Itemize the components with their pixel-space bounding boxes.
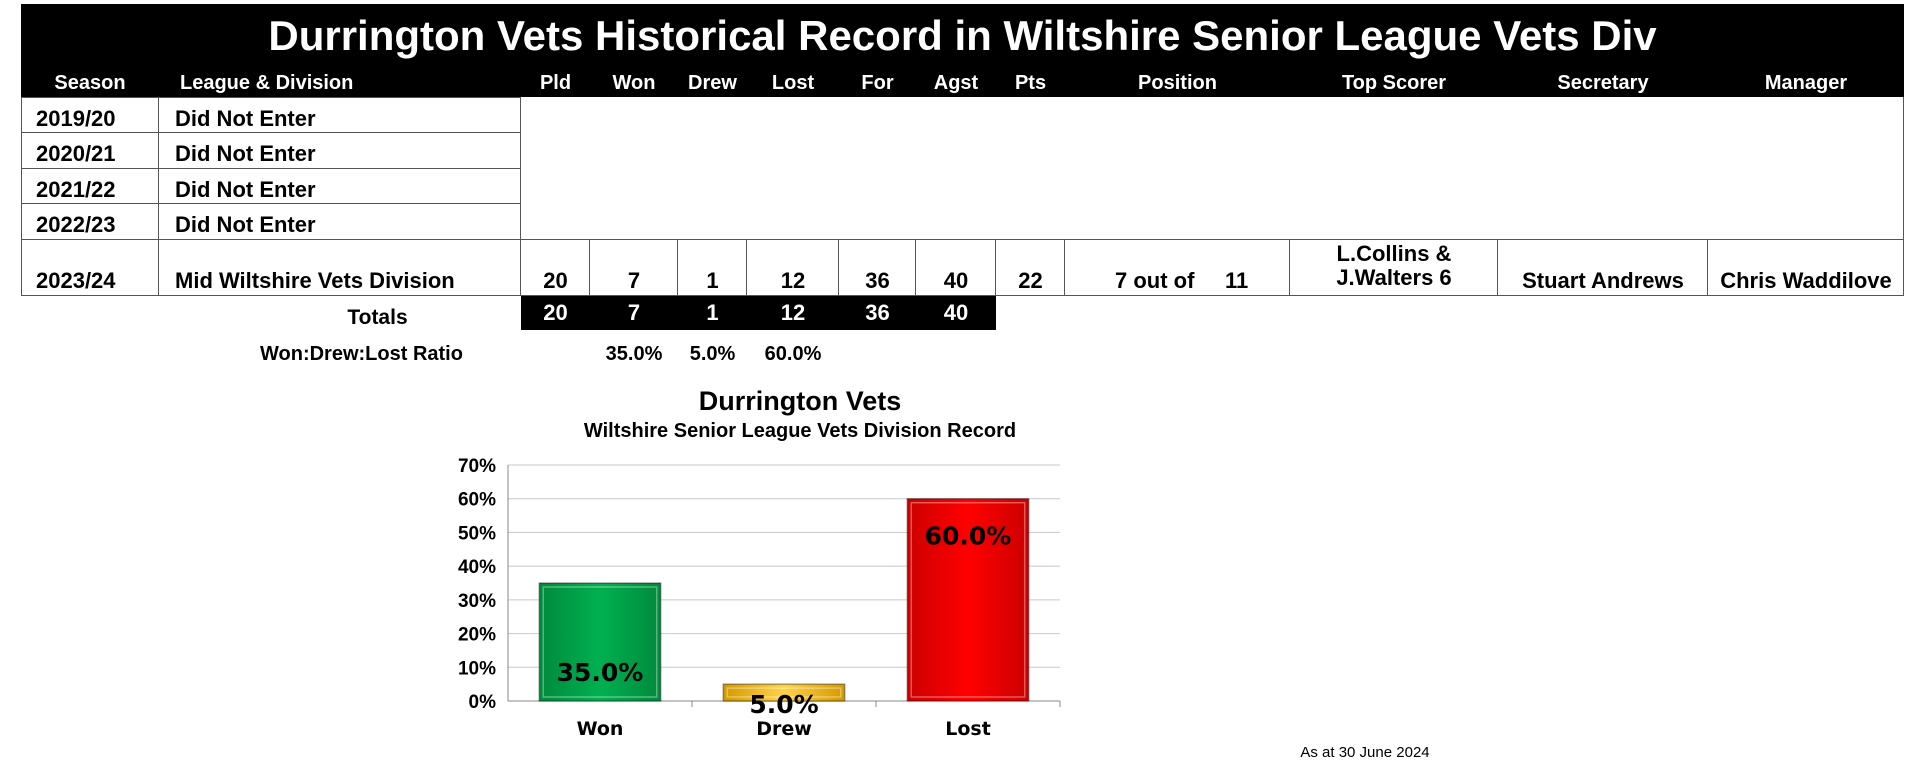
- col-divider: [520, 239, 521, 296]
- total-won: 7: [627, 300, 641, 325]
- col-divider: [1497, 239, 1498, 296]
- col-divider: [915, 239, 916, 296]
- totals-bar: [521, 296, 996, 330]
- header-top-scorer: Top Scorer: [1341, 72, 1447, 94]
- y-tick-label: 10%: [458, 658, 496, 679]
- y-tick-label: 20%: [458, 625, 496, 646]
- col-divider: [746, 239, 747, 296]
- chart-subtitle: Wiltshire Senior League Vets Division Re…: [583, 420, 1017, 442]
- bar-drew: [722, 683, 846, 702]
- header-pld: Pld: [539, 72, 572, 94]
- bar-lost: [906, 497, 1030, 702]
- header-agst: Agst: [933, 72, 979, 94]
- cell-position-total: 11: [1225, 268, 1249, 293]
- league-2022-23: Did Not Enter: [175, 212, 316, 237]
- header-pts: Pts: [1014, 72, 1047, 94]
- bar-won: [538, 582, 662, 702]
- cell-pts: 22: [1018, 268, 1043, 293]
- league-2019-20: Did Not Enter: [175, 106, 316, 131]
- header-season: Season: [54, 72, 126, 94]
- total-lost: 12: [780, 300, 806, 325]
- chart-title: Durrington Vets: [698, 386, 902, 416]
- totals-label: Totals: [347, 306, 408, 329]
- header-lost: Lost: [771, 72, 815, 94]
- cell-top-scorer-line1: L.Collins &: [1336, 241, 1452, 266]
- col-divider: [1707, 239, 1708, 296]
- bar-bevel: [726, 687, 842, 698]
- total-pld: 20: [543, 300, 568, 325]
- x-tick-label: Won: [577, 718, 624, 740]
- season-2023-row: [21, 239, 1904, 296]
- header-drew: Drew: [688, 72, 737, 94]
- cell-secretary: Stuart Andrews: [1522, 268, 1684, 293]
- col-divider: [677, 239, 678, 296]
- as-at-date: As at 30 June 2024: [1300, 744, 1430, 761]
- cell-manager: Chris Waddilove: [1720, 268, 1892, 293]
- season-2020-21: 2020/21: [36, 141, 116, 166]
- bar-bevel: [542, 586, 658, 698]
- cell-lost: 12: [780, 268, 806, 293]
- total-drew: 1: [706, 300, 719, 325]
- data-label: 35.0%: [557, 658, 644, 687]
- data-label: 5.0%: [749, 690, 818, 719]
- season-2022-23: 2022/23: [36, 212, 116, 237]
- season-2021-22: 2021/22: [36, 177, 116, 202]
- cell-won: 7: [627, 268, 641, 293]
- empty-region: [520, 97, 1904, 240]
- header-position: Position: [1138, 72, 1217, 94]
- cell-drew: 1: [706, 268, 719, 293]
- league-2020-21: Did Not Enter: [175, 141, 316, 166]
- bar-bevel: [910, 501, 1026, 698]
- table-header-bar: [21, 64, 1904, 97]
- data-label: 60.0%: [925, 522, 1012, 551]
- row-divider: [21, 203, 521, 204]
- y-tick-label: 50%: [458, 523, 496, 544]
- page-title: Durrington Vets Historical Record in Wil…: [21, 4, 1904, 64]
- cell-pld: 20: [543, 268, 568, 293]
- header-won: Won: [612, 72, 656, 94]
- ratio-drew: 5.0%: [689, 343, 736, 365]
- y-tick-label: 0%: [469, 692, 497, 713]
- y-tick-label: 30%: [458, 591, 496, 612]
- y-tick-label: 70%: [458, 456, 496, 477]
- col-divider: [1289, 239, 1290, 296]
- col-divider: [1064, 239, 1065, 296]
- y-tick-label: 60%: [458, 490, 496, 511]
- cell-for: 36: [865, 268, 890, 293]
- total-for: 36: [865, 300, 890, 325]
- y-tick-label: 40%: [458, 557, 496, 578]
- ratio-won: 35.0%: [605, 343, 663, 365]
- total-agst: 40: [943, 300, 969, 325]
- league-2023-24: Mid Wiltshire Vets Division: [175, 268, 455, 293]
- header-league: League & Division: [180, 72, 354, 94]
- row-divider: [21, 132, 521, 133]
- ratio-label: Won:Drew:Lost Ratio: [260, 343, 463, 365]
- row-divider: [21, 168, 521, 169]
- x-tick-label: Lost: [945, 718, 991, 740]
- col-divider: [995, 239, 996, 296]
- season-2019-20: 2019/20: [36, 106, 116, 131]
- cell-position-text: 7 out of: [1115, 268, 1195, 293]
- col-divider: [838, 239, 839, 296]
- season-2023-24: 2023/24: [36, 268, 116, 293]
- col-divider: [158, 239, 159, 296]
- col-divider: [589, 239, 590, 296]
- header-manager: Manager: [1764, 72, 1848, 94]
- header-for: For: [861, 72, 894, 94]
- x-tick-label: Drew: [756, 718, 812, 740]
- cell-top-scorer-line2: J.Walters 6: [1336, 265, 1452, 290]
- header-secretary: Secretary: [1557, 72, 1649, 94]
- cell-agst: 40: [943, 268, 969, 293]
- league-2021-22: Did Not Enter: [175, 177, 316, 202]
- ratio-lost: 60.0%: [764, 343, 822, 365]
